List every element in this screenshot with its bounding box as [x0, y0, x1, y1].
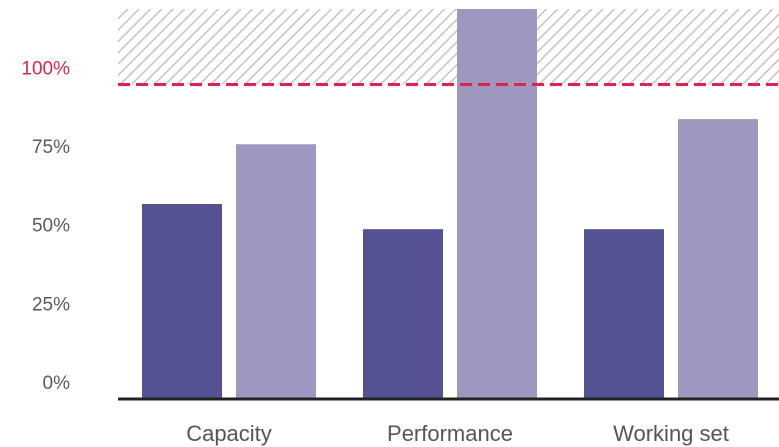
y-tick-label: 100% — [21, 58, 70, 79]
bar-working-set-series-2 — [678, 119, 758, 400]
bars-group — [142, 9, 758, 400]
x-axis-category-labels: Capacity Performance Working set — [186, 421, 729, 446]
bar-capacity-series-2 — [236, 144, 316, 399]
x-tick-label: Capacity — [186, 421, 272, 446]
x-tick-label: Working set — [613, 421, 729, 446]
bar-performance-series-2 — [457, 9, 537, 399]
bar-performance-series-1 — [363, 229, 443, 399]
x-tick-label: Performance — [387, 421, 513, 446]
y-axis-tick-labels: 0% 25% 50% 75% 100% — [21, 58, 70, 394]
bar-working-set-series-1 — [584, 229, 664, 399]
over-limit-hatched-region — [118, 9, 779, 85]
y-tick-label: 25% — [32, 294, 70, 315]
y-tick-label: 75% — [32, 137, 70, 158]
y-tick-label: 0% — [43, 373, 71, 394]
bar-capacity-series-1 — [142, 204, 222, 399]
y-tick-label: 50% — [32, 216, 70, 237]
